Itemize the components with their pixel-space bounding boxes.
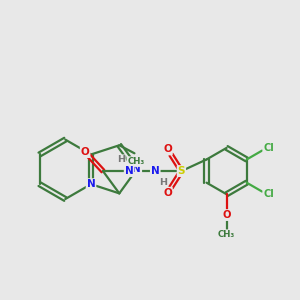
Text: CH₃: CH₃ [127,157,145,166]
Text: Cl: Cl [263,189,274,199]
Text: O: O [222,210,231,220]
Text: S: S [178,166,185,176]
Text: H: H [159,178,167,187]
Text: O: O [163,188,172,198]
Text: O: O [163,144,172,154]
Text: H: H [117,155,125,164]
Text: N: N [132,164,141,174]
Text: Cl: Cl [263,143,274,153]
Text: N: N [151,166,160,176]
Text: O: O [81,147,89,157]
Text: CH₃: CH₃ [218,230,235,239]
Text: N: N [87,179,95,189]
Text: N: N [125,166,134,176]
